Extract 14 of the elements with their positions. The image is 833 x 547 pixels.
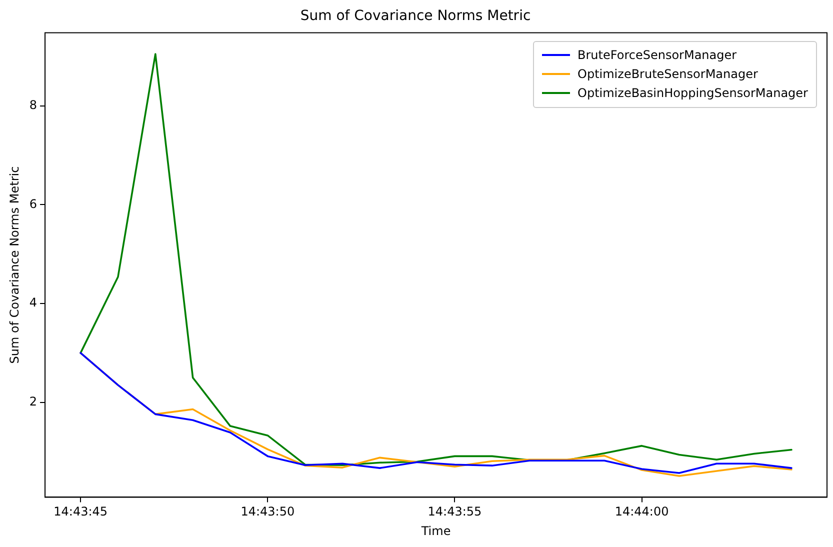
chart-title: Sum of Covariance Norms Metric bbox=[300, 8, 531, 24]
x-axis-title: Time bbox=[420, 524, 451, 538]
y-tick-label: 2 bbox=[29, 394, 38, 408]
x-tick-label: 14:43:50 bbox=[240, 504, 295, 519]
y-axis-title: Sum of Covariance Norms Metric bbox=[7, 166, 22, 364]
y-tick-label: 6 bbox=[29, 196, 38, 211]
legend-label: OptimizeBruteSensorManager bbox=[578, 66, 758, 83]
legend-label: BruteForceSensorManager bbox=[578, 46, 737, 64]
x-tick-label: 14:43:55 bbox=[428, 504, 482, 519]
y-tick-label: 4 bbox=[29, 296, 38, 310]
x-tick-label: 14:44:00 bbox=[614, 504, 669, 519]
y-tick-label: 8 bbox=[29, 98, 38, 112]
x-tick-label: 14:43:45 bbox=[54, 504, 108, 519]
legend-label: OptimizeBasinHoppingSensorManager bbox=[578, 84, 808, 102]
